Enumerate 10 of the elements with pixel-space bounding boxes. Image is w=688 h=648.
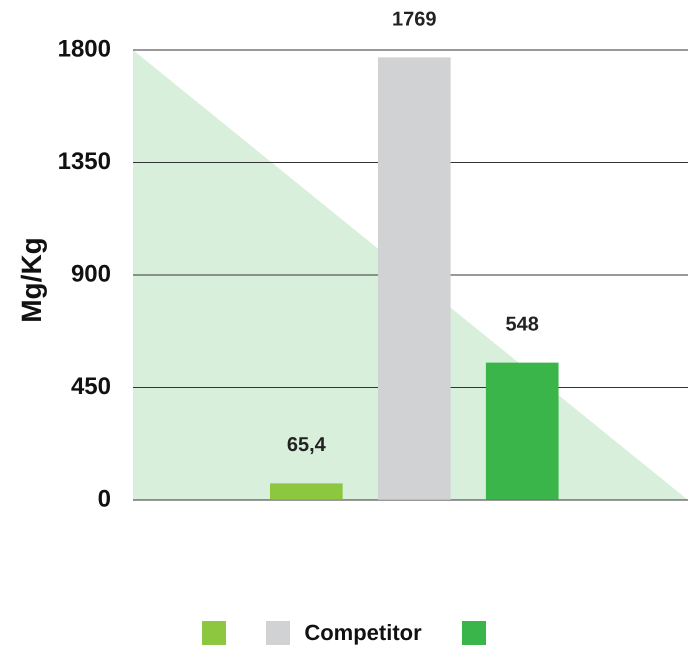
- data-label: 548: [506, 314, 539, 336]
- legend-label: Competitor: [304, 620, 422, 646]
- y-tick-label: 1800: [58, 36, 111, 63]
- data-label: 1769: [392, 8, 437, 30]
- y-tick-label: 900: [70, 260, 111, 288]
- y-tick-label: 1350: [58, 148, 111, 176]
- y-tick-label: 450: [70, 373, 111, 400]
- data-label: 65,4: [286, 434, 327, 456]
- y-tick-label: 0: [98, 486, 111, 513]
- y-axis-title: Mg/Kg: [16, 237, 48, 323]
